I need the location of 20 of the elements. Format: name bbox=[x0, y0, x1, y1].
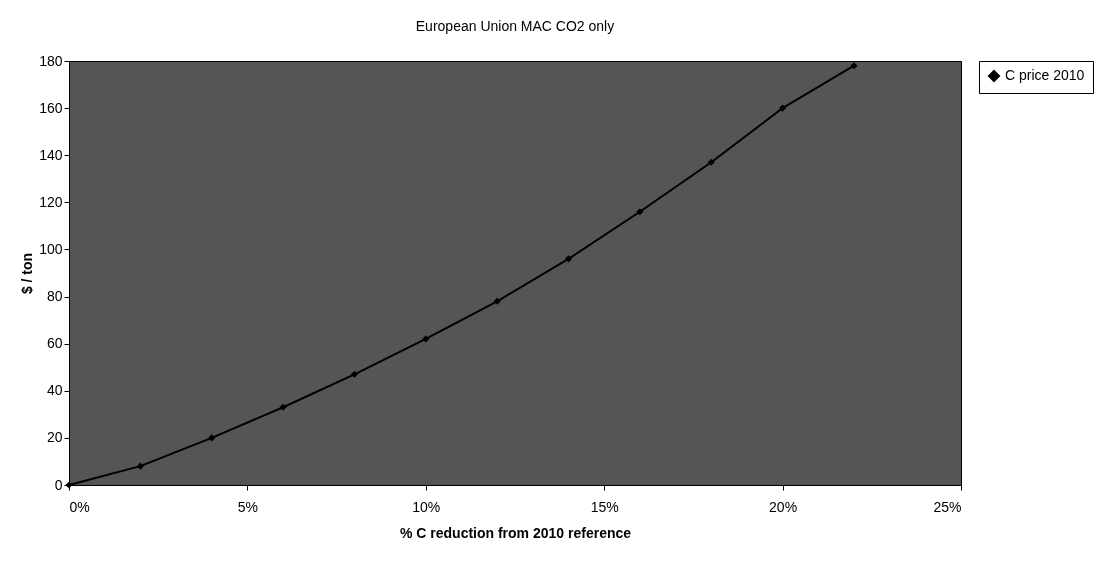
y-axis-title: $ / ton bbox=[19, 252, 36, 295]
x-tick-label: 15% bbox=[590, 498, 619, 515]
y-tick-label: 120 bbox=[39, 193, 63, 210]
x-tick-label: 10% bbox=[412, 498, 441, 515]
legend-label: C price 2010 bbox=[1005, 67, 1085, 83]
y-tick-label: 80 bbox=[46, 288, 63, 305]
y-tick-label: 60 bbox=[46, 335, 63, 352]
chart-title: European Union MAC CO2 only bbox=[415, 18, 615, 34]
y-tick-label: 160 bbox=[39, 99, 63, 116]
y-tick-label: 20 bbox=[46, 429, 63, 446]
x-tick-label: 0% bbox=[69, 498, 90, 515]
x-tick-label: 20% bbox=[769, 498, 798, 515]
x-tick-label: 5% bbox=[237, 498, 259, 515]
y-tick-label: 140 bbox=[39, 146, 63, 163]
y-tick-label: 40 bbox=[46, 382, 63, 399]
x-tick-label: 25% bbox=[933, 498, 962, 515]
x-axis-title: % C reduction from 2010 reference bbox=[399, 524, 632, 541]
y-tick-label: 0 bbox=[54, 476, 63, 493]
y-tick-label: 100 bbox=[39, 240, 63, 257]
y-tick-label: 180 bbox=[39, 52, 63, 69]
